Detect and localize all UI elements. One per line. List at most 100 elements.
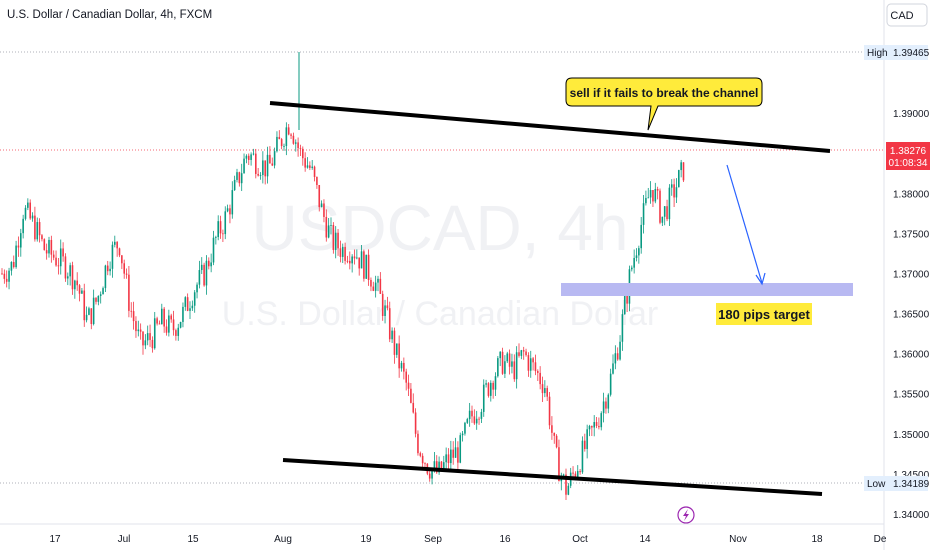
- lower-channel-line[interactable]: [282, 458, 823, 496]
- target-arrow: [726, 164, 763, 284]
- candle-body: [5, 278, 8, 282]
- time-axis[interactable]: 17 Jul 15 Aug 19 Sep 16 Oct 14 Nov 18 De: [49, 534, 886, 545]
- candle-body: [123, 263, 125, 274]
- candle-body: [374, 282, 377, 291]
- candle-body: [10, 261, 13, 271]
- candle-body: [165, 326, 168, 333]
- candle-body: [588, 426, 591, 430]
- price-tick-label: 1.35000: [893, 430, 930, 441]
- candle-body: [29, 202, 31, 219]
- candle-body: [74, 280, 76, 290]
- candle-body: [612, 363, 614, 374]
- candle-body: [62, 248, 64, 257]
- candle-body: [334, 232, 337, 250]
- candle-body: [438, 461, 440, 473]
- candle-body: [431, 468, 433, 479]
- candle-body: [614, 353, 617, 364]
- candle-body: [179, 321, 182, 328]
- candle-body: [196, 284, 198, 293]
- candle-body: [419, 453, 422, 456]
- candle-body: [609, 373, 612, 395]
- candle-body: [302, 148, 304, 159]
- candle-body: [243, 158, 245, 174]
- price-tick-label: 1.39000: [893, 109, 930, 120]
- lightning-icon: [683, 509, 689, 521]
- candle-body: [151, 339, 154, 349]
- candle-body: [217, 221, 219, 238]
- candle-body: [529, 358, 532, 371]
- candle-body: [555, 435, 558, 448]
- candle-body: [168, 315, 170, 333]
- price-tick-label: 1.37000: [893, 269, 930, 280]
- candle-body: [461, 433, 464, 436]
- candle-body: [678, 170, 680, 188]
- candle-body: [99, 294, 102, 296]
- candle-body: [353, 256, 356, 259]
- candle-body: [356, 257, 358, 259]
- candle-body: [158, 323, 161, 325]
- candle-body: [579, 471, 581, 473]
- price-tick-label: 1.36500: [893, 310, 930, 321]
- watermark-name: U.S. Dollar / Canadian Dollar: [222, 295, 659, 333]
- candle-body: [522, 350, 525, 352]
- candle-body: [109, 268, 111, 272]
- candle-body: [337, 232, 339, 249]
- candle-body: [236, 172, 238, 180]
- candle-body: [240, 173, 243, 184]
- candle-body: [48, 239, 50, 254]
- candle-body: [478, 418, 480, 420]
- candle-body: [388, 308, 391, 340]
- time-tick-label: 19: [360, 534, 372, 545]
- candle-body: [504, 361, 506, 374]
- candle-body: [22, 218, 24, 234]
- candle-body: [372, 286, 375, 291]
- candle-body: [229, 208, 231, 215]
- candle-body: [393, 330, 396, 355]
- candle-body: [191, 305, 194, 309]
- candle-body: [323, 203, 325, 217]
- candle-body: [290, 134, 292, 136]
- candle-body: [83, 290, 86, 321]
- candle-body: [15, 245, 17, 268]
- candle-body: [116, 241, 118, 249]
- candle-body: [64, 256, 67, 279]
- candle-body: [43, 239, 46, 251]
- candle-body: [605, 401, 607, 409]
- event-icon[interactable]: [677, 506, 695, 524]
- candle-body: [36, 222, 39, 240]
- candle-body: [177, 327, 180, 336]
- candle-body: [285, 127, 288, 147]
- candle-body: [586, 429, 588, 449]
- candle-body: [661, 216, 664, 223]
- time-tick-label: Sep: [424, 534, 442, 545]
- candle-body: [525, 351, 527, 356]
- price-axis[interactable]: 1.390001.385001.380001.375001.370001.365…: [893, 109, 930, 521]
- candle-body: [546, 388, 548, 397]
- candle-body: [626, 296, 628, 304]
- candle-body: [537, 371, 539, 373]
- upper-channel-line[interactable]: [269, 101, 831, 153]
- candle-body: [76, 280, 78, 286]
- candle-body: [532, 358, 534, 363]
- candle-body: [581, 440, 584, 473]
- candle-body: [492, 382, 494, 390]
- candle-body: [38, 222, 41, 236]
- candle-body: [405, 371, 407, 383]
- candle-body: [311, 166, 313, 168]
- candle-body: [212, 237, 215, 263]
- candle-body: [161, 308, 163, 325]
- candle-body: [262, 160, 264, 176]
- candle-body: [149, 333, 151, 340]
- candle-body: [480, 411, 483, 419]
- candle-body: [102, 288, 104, 295]
- candle-body: [104, 265, 107, 289]
- candle-body: [135, 321, 137, 332]
- candle-body: [475, 418, 478, 424]
- candle-body: [351, 256, 353, 264]
- candle-body: [365, 254, 368, 279]
- candle-body: [106, 265, 109, 272]
- currency-button[interactable]: [886, 3, 928, 27]
- candle-body: [367, 254, 370, 280]
- candle-body: [541, 384, 544, 394]
